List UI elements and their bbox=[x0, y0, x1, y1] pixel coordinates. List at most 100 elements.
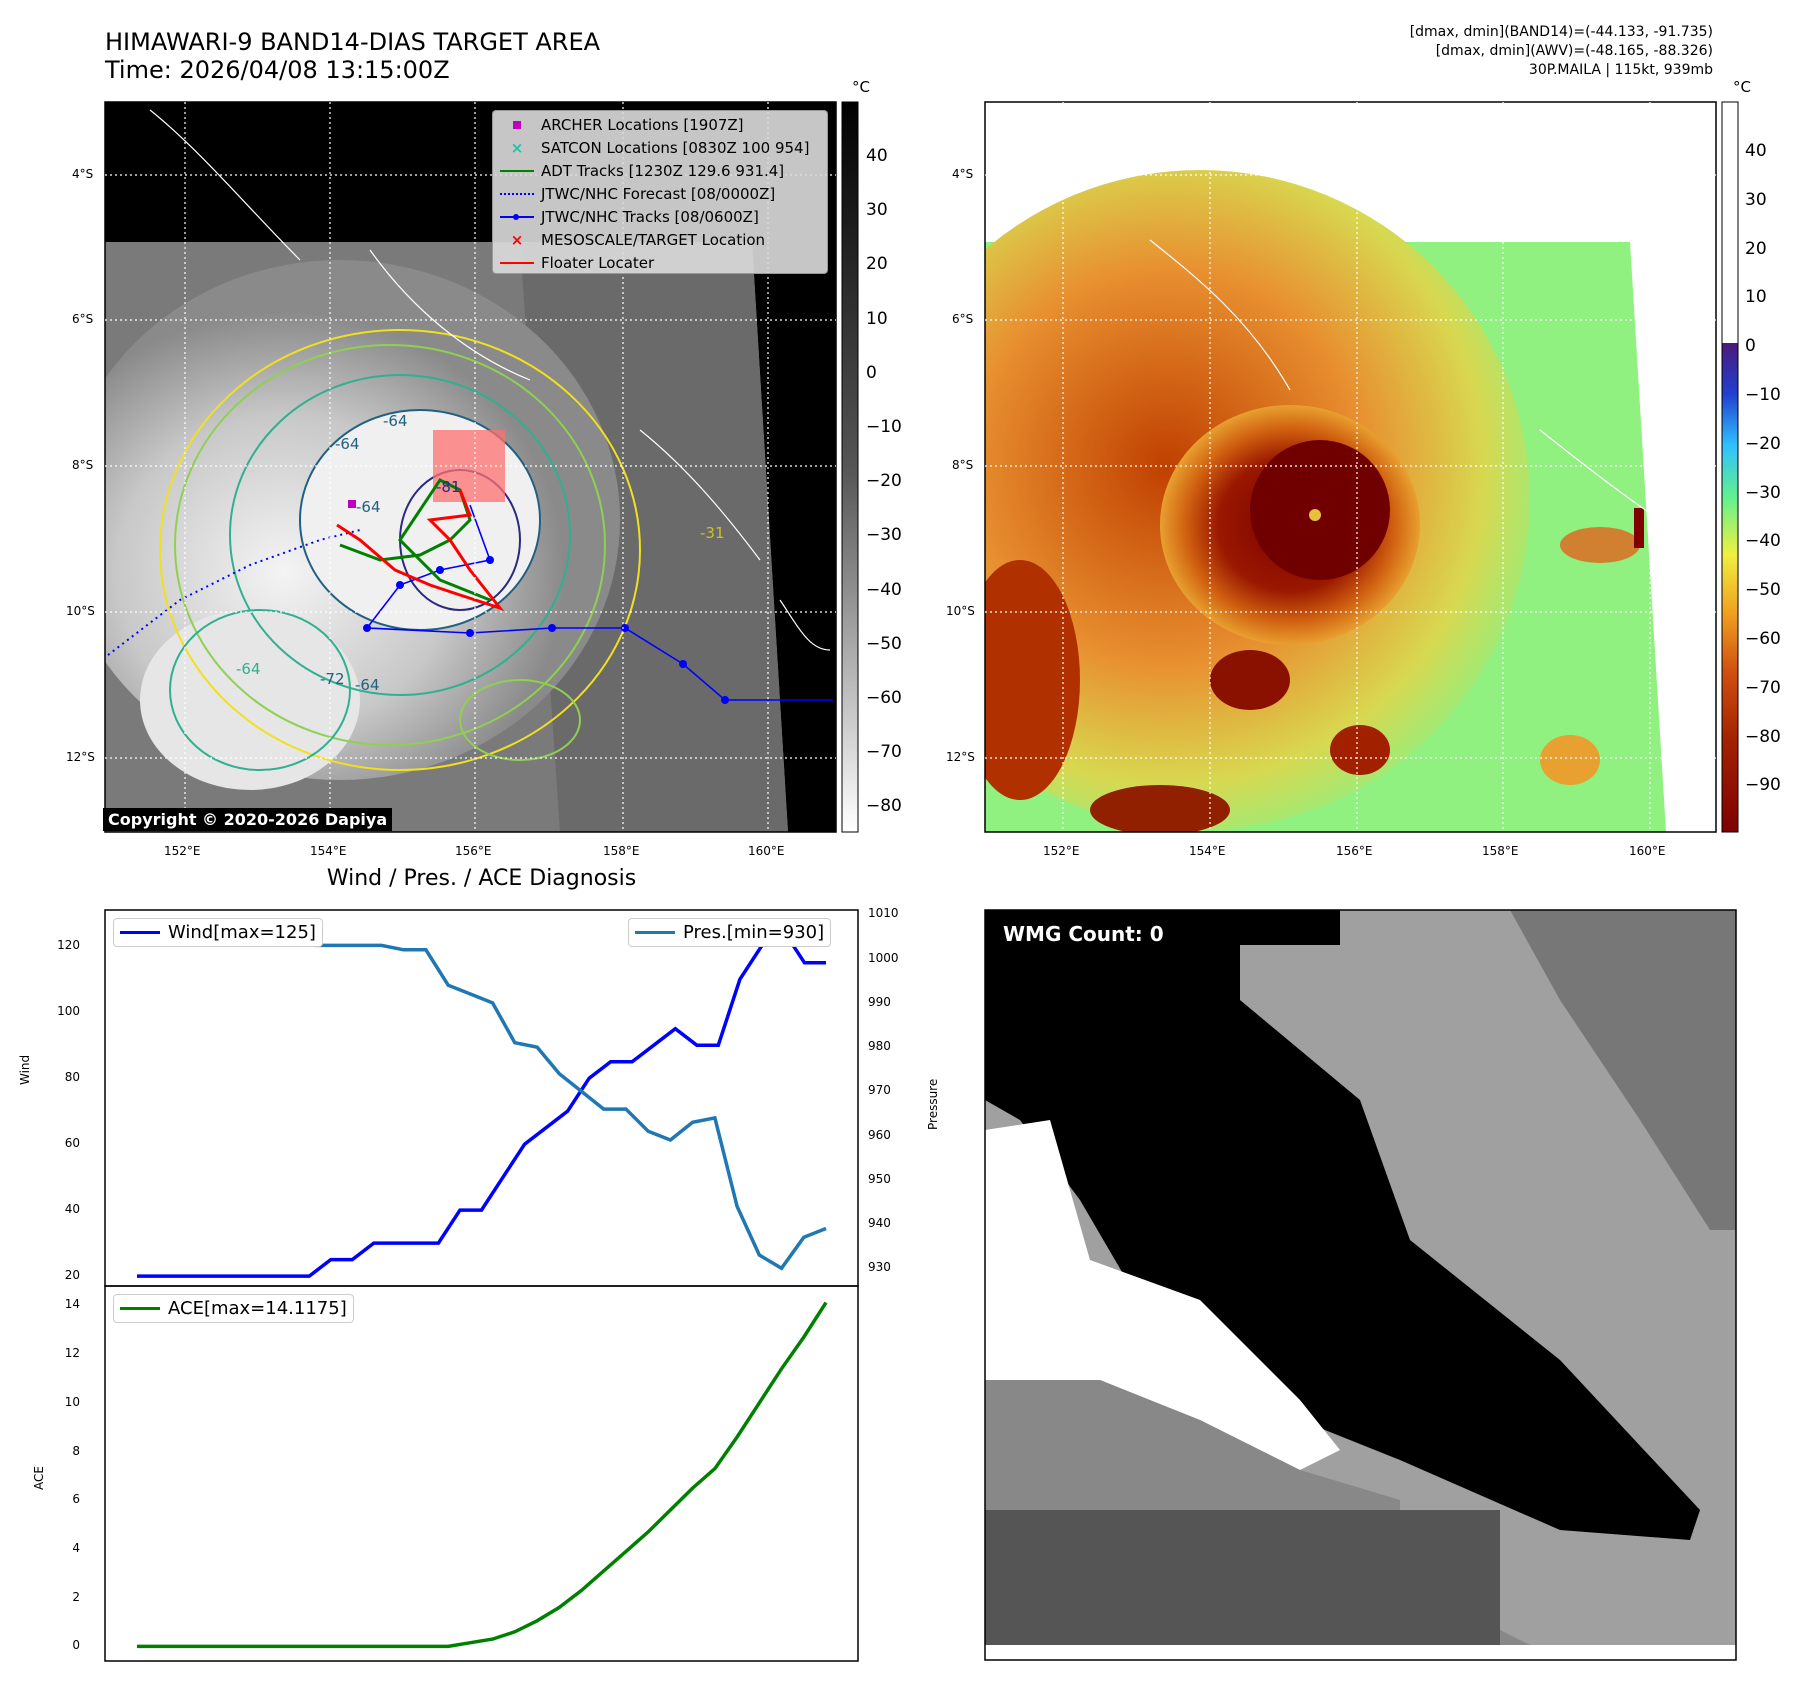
hot-colorbar-tick: −10 bbox=[1745, 385, 1781, 405]
ace-y-tick: 6 bbox=[72, 1492, 80, 1507]
wind-pres-axes bbox=[104, 909, 859, 1287]
pressure-y-tick: 1010 bbox=[868, 906, 899, 921]
hot-lon-label: 152°E bbox=[1043, 844, 1080, 858]
ace-y-tick: 0 bbox=[72, 1638, 80, 1653]
wind-y-tick: 60 bbox=[64, 1136, 80, 1151]
ir-legend: ARCHER Locations [1907Z] × SATCON Locati… bbox=[492, 110, 828, 274]
ir-colorbar-tick: −10 bbox=[866, 417, 902, 437]
copyright-label: Copyright © 2020-2026 Dapiya bbox=[103, 808, 393, 831]
ace-y-tick: 8 bbox=[72, 1443, 80, 1458]
ace-series-line bbox=[137, 1301, 828, 1649]
hot-lat-label: 8°S bbox=[952, 458, 974, 472]
legend-item-jtwc-tracks: JTWC/NHC Tracks [08/0600Z] bbox=[497, 205, 823, 228]
ir-colorbar-tick: 30 bbox=[866, 200, 888, 221]
legend-item-archer: ARCHER Locations [1907Z] bbox=[497, 113, 823, 136]
legend-item-jtwc-forecast: JTWC/NHC Forecast [08/0000Z] bbox=[497, 182, 823, 205]
ir-lat-label: 8°S bbox=[72, 458, 94, 472]
contour-label: -64 bbox=[355, 676, 380, 694]
wind-y-tick: 120 bbox=[57, 938, 80, 953]
ir-colorbar bbox=[841, 101, 859, 833]
ir-lon-label: 156°E bbox=[455, 844, 492, 858]
hot-gridlines bbox=[985, 102, 1716, 832]
hot-colorbar-tick: −20 bbox=[1745, 433, 1781, 454]
pressure-series-line bbox=[137, 925, 827, 1271]
hot-colorbar-unit: °C bbox=[1733, 78, 1751, 96]
hot-lat-label: 4°S bbox=[952, 167, 974, 181]
ir-colorbar-tick: −70 bbox=[866, 742, 902, 763]
hot-map bbox=[985, 102, 1716, 832]
pressure-legend: Pres.[min=930] bbox=[628, 918, 832, 947]
pressure-y-tick: 960 bbox=[868, 1127, 891, 1142]
wmg-count-label: WMG Count: 0 bbox=[1003, 922, 1164, 946]
hot-colorbar-tick: 10 bbox=[1745, 287, 1767, 308]
ir-lat-label: 4°S bbox=[72, 167, 94, 181]
ir-colorbar-tick: 0 bbox=[866, 362, 877, 383]
legend-item-floater: Floater Locater bbox=[497, 251, 823, 274]
hot-colorbar-tick: −40 bbox=[1745, 531, 1781, 552]
ir-map bbox=[105, 102, 836, 832]
legend-item-mesoscale: × MESOSCALE/TARGET Location bbox=[510, 230, 766, 249]
hot-lon-label: 158°E bbox=[1482, 844, 1519, 858]
jtwc-forecast-line bbox=[107, 529, 361, 656]
diagnosis-title: Wind / Pres. / ACE Diagnosis bbox=[326, 866, 637, 891]
ir-lat-label: 12°S bbox=[66, 750, 95, 764]
hot-colorbar bbox=[1721, 101, 1739, 833]
pressure-y-tick: 990 bbox=[868, 994, 891, 1009]
legend-item-satcon: × SATCON Locations [0830Z 100 954] bbox=[510, 138, 810, 157]
hot-colorbar-tick: −60 bbox=[1745, 629, 1781, 649]
pressure-y-tick: 980 bbox=[868, 1039, 891, 1054]
ir-colorbar-unit: °C bbox=[852, 78, 870, 96]
ace-y-tick: 2 bbox=[72, 1589, 80, 1604]
ir-colorbar-tick: −20 bbox=[866, 471, 902, 492]
jtwc-track-points bbox=[363, 556, 729, 704]
hot-header-line1: [dmax, dmin](BAND14)=(-44.133, -91.735) bbox=[1409, 24, 1713, 40]
hot-colorbar-tick: −70 bbox=[1745, 677, 1781, 698]
ir-title-line1: HIMAWARI-9 BAND14-DIAS TARGET AREA bbox=[105, 28, 601, 56]
ace-ylabel: ACE bbox=[32, 1466, 46, 1490]
hot-colorbar-tick: 0 bbox=[1745, 336, 1756, 357]
wind-y-tick: 100 bbox=[57, 1004, 80, 1019]
ace-chart bbox=[137, 1301, 828, 1649]
ace-y-tick: 14 bbox=[64, 1297, 80, 1312]
hot-lat-label: 12°S bbox=[946, 750, 975, 764]
ir-colorbar-tick: −60 bbox=[866, 688, 902, 708]
wind-pres-chart bbox=[137, 925, 827, 1278]
ace-y-tick: 4 bbox=[72, 1540, 80, 1555]
contour-label: -31 bbox=[700, 524, 725, 542]
wmg-map bbox=[985, 910, 1736, 1660]
ir-title-line2: Time: 2026/04/08 13:15:00Z bbox=[105, 56, 450, 84]
pressure-y-tick: 950 bbox=[868, 1171, 891, 1186]
hot-lon-label: 154°E bbox=[1189, 844, 1226, 858]
legend-item-adt: ADT Tracks [1230Z 129.6 931.4] bbox=[497, 159, 823, 182]
wind-series-line bbox=[137, 927, 826, 1278]
wind-legend: Wind[max=125] bbox=[113, 918, 323, 947]
floater-locater-line bbox=[336, 489, 505, 611]
hot-colorbar-tick: −90 bbox=[1745, 775, 1781, 796]
wind-y-tick: 20 bbox=[64, 1268, 80, 1283]
ir-colorbar-tick: 10 bbox=[866, 308, 888, 329]
pressure-y-tick: 930 bbox=[868, 1260, 891, 1275]
contour-label: -64 bbox=[335, 435, 360, 453]
hot-colorbar-tick: −50 bbox=[1745, 580, 1781, 601]
hot-colorbar-tick: 20 bbox=[1745, 238, 1767, 259]
ir-lat-label: 10°S bbox=[66, 604, 95, 618]
ir-colorbar-tick: −50 bbox=[866, 633, 902, 654]
ir-colorbar-tick: −80 bbox=[866, 796, 902, 817]
pressure-y-tick: 940 bbox=[868, 1216, 891, 1231]
hot-header-line2: [dmax, dmin](AWV)=(-48.165, -88.326) bbox=[1435, 43, 1713, 59]
wind-y-tick: 40 bbox=[64, 1202, 80, 1217]
hot-header-line3: 30P.MAILA | 115kt, 939mb bbox=[1528, 62, 1713, 78]
ir-lon-label: 158°E bbox=[603, 844, 640, 858]
contour-label: -64 bbox=[236, 660, 261, 678]
ir-colorbar-tick: 40 bbox=[866, 146, 888, 166]
ace-y-tick: 10 bbox=[64, 1394, 80, 1409]
ir-colorbar-tick: −30 bbox=[866, 525, 902, 546]
hot-colorbar-tick: 40 bbox=[1745, 141, 1767, 161]
ir-lon-label: 152°E bbox=[164, 844, 201, 858]
ace-axes bbox=[104, 1285, 859, 1662]
ir-colorbar-tick: 20 bbox=[866, 254, 888, 275]
hot-lat-label: 6°S bbox=[952, 312, 974, 326]
ir-lat-label: 6°S bbox=[72, 312, 94, 326]
pressure-y-tick: 970 bbox=[868, 1083, 891, 1098]
ir-lon-label: 154°E bbox=[310, 844, 347, 858]
